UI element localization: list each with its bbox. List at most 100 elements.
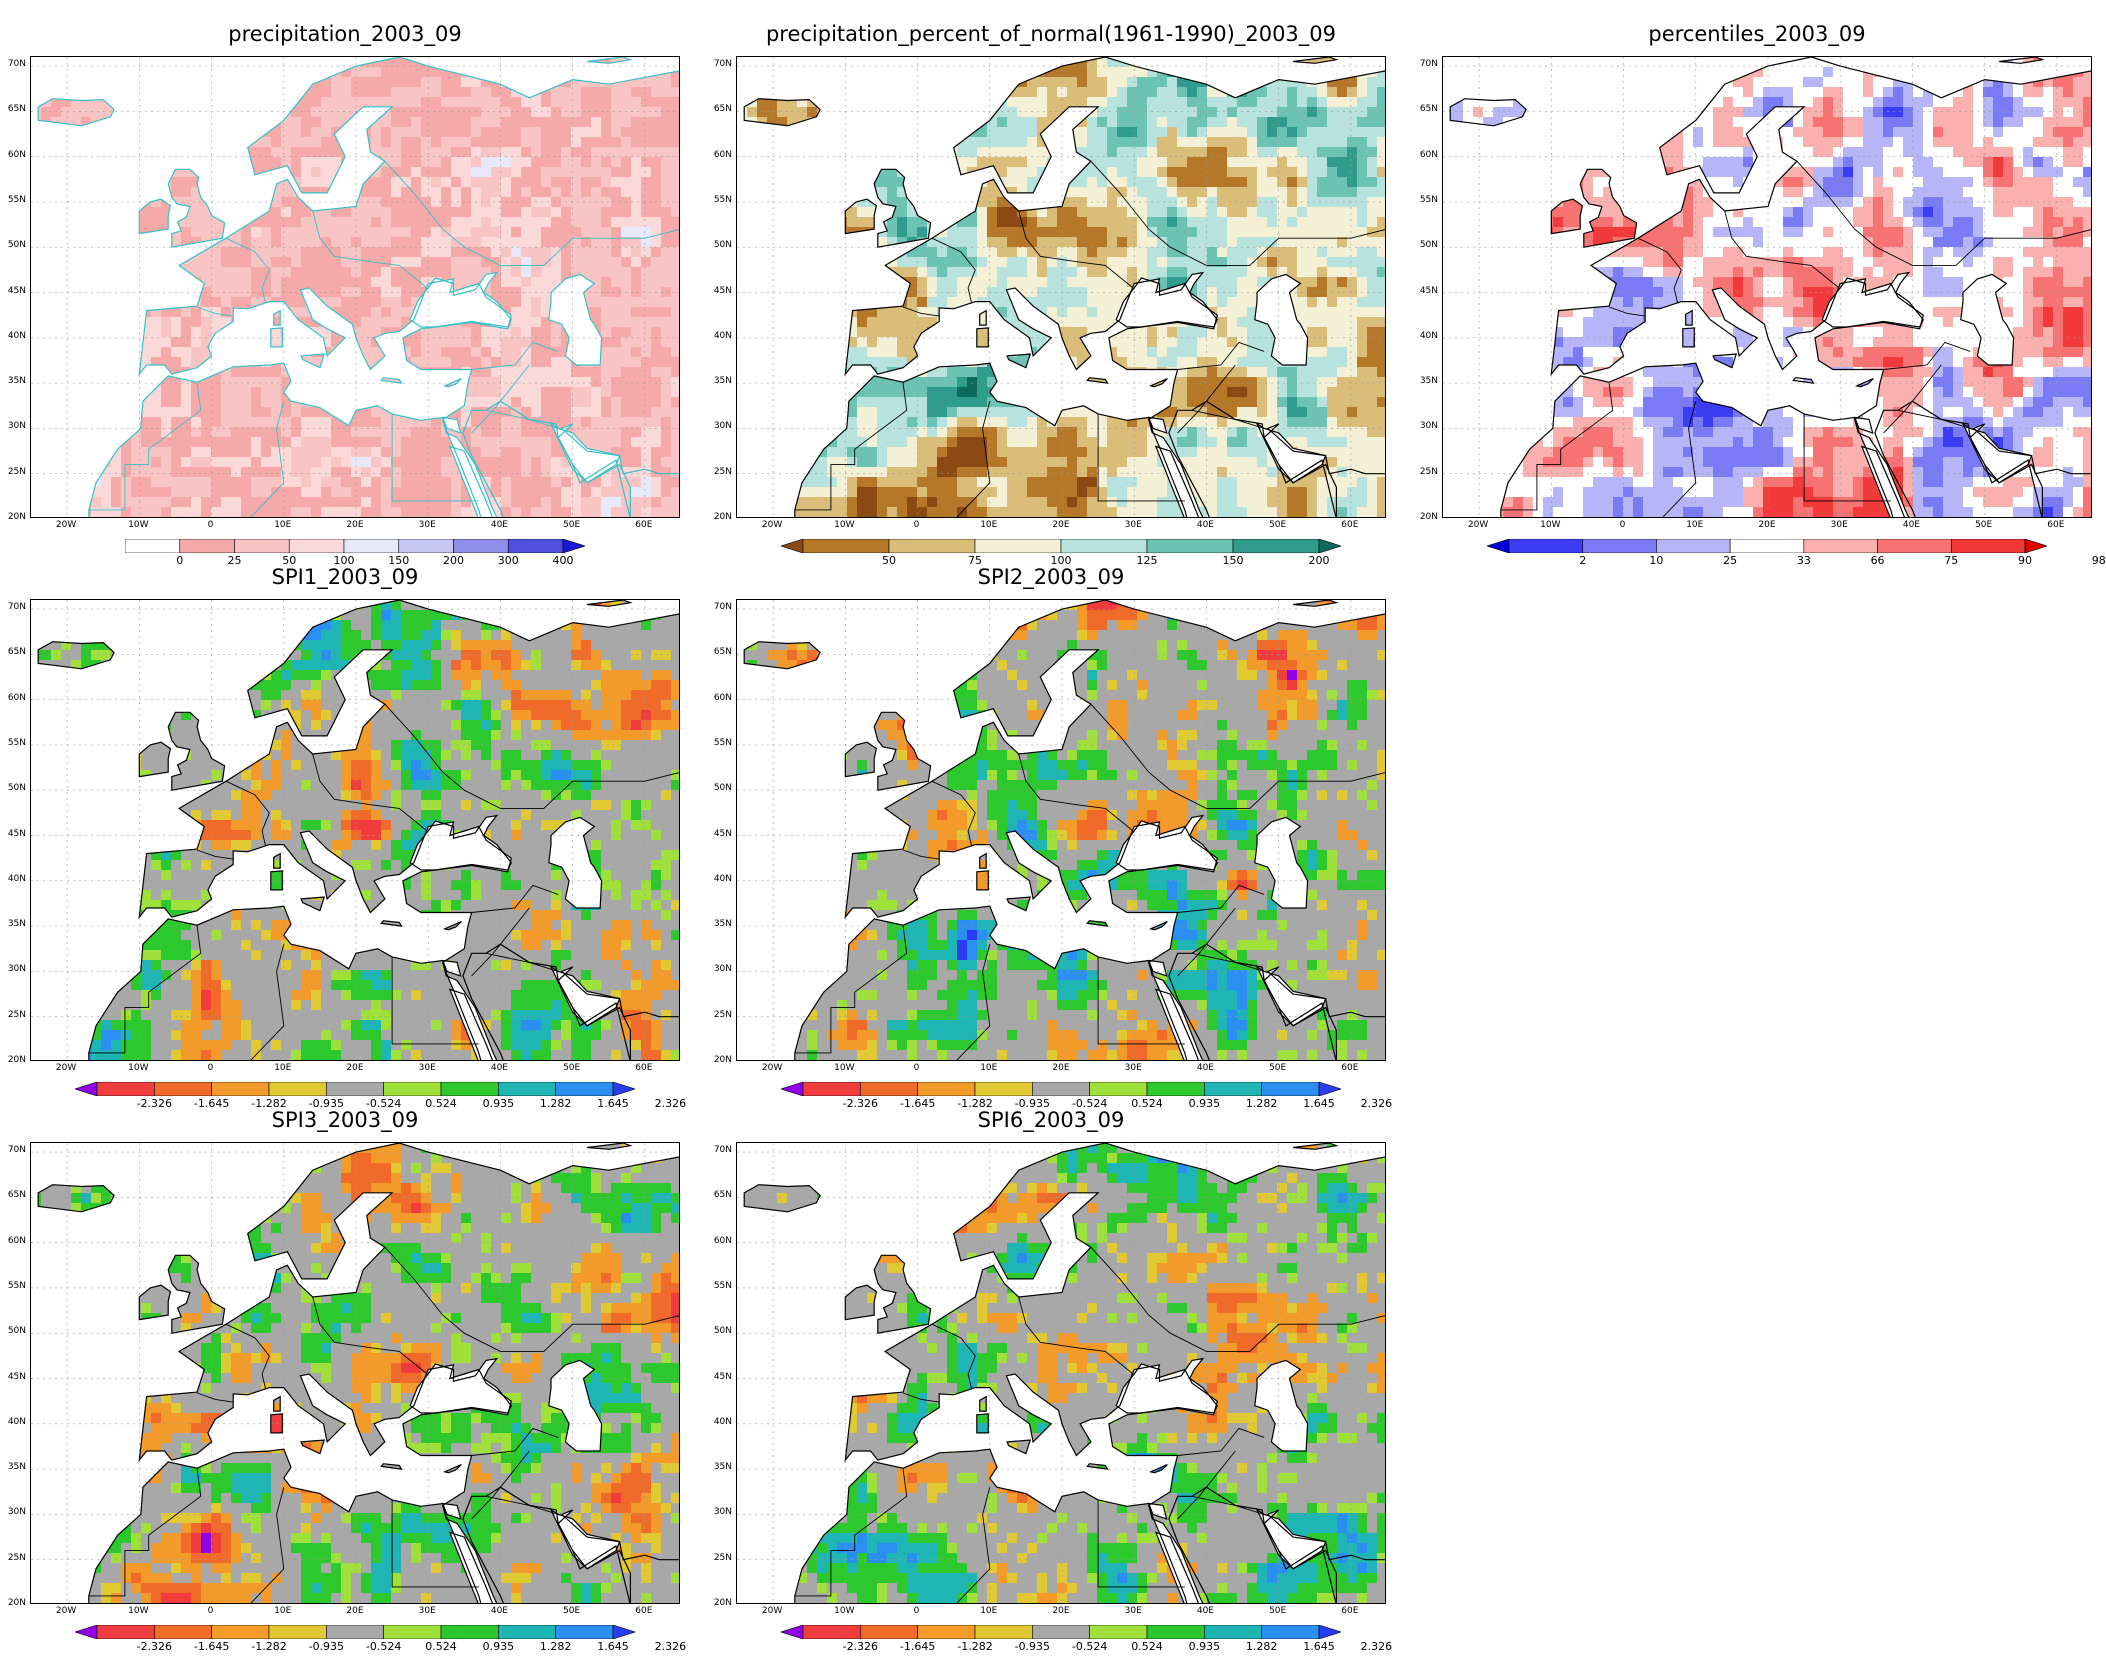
- lon-tick-label: 10W: [829, 1063, 859, 1073]
- lat-tick-label: 45N: [6, 829, 26, 839]
- lon-tick-label: 20E: [340, 1063, 370, 1073]
- lat-tick-label: 50N: [712, 783, 732, 793]
- lon-tick-label: 50E: [1263, 520, 1293, 530]
- colorbar-arrow-high: [1319, 1625, 1341, 1639]
- lat-tick-label: 55N: [6, 738, 26, 748]
- map-area: [30, 56, 680, 518]
- colorbar-label: 66: [1853, 554, 1903, 567]
- colorbar-swatch: [454, 539, 509, 553]
- lon-tick-label: 20E: [1046, 1063, 1076, 1073]
- lat-tick-label: 20N: [6, 1598, 26, 1608]
- colorbar-label: 1.282: [1237, 1640, 1287, 1653]
- lon-tick-label: 40E: [1896, 520, 1926, 530]
- panel-title: SPI6_2003_09: [706, 1108, 1396, 1132]
- lon-tick-label: 0: [902, 1063, 932, 1073]
- lat-tick-label: 20N: [712, 1598, 732, 1608]
- lat-tick-label: 70N: [6, 602, 26, 612]
- lat-tick-label: 55N: [6, 1281, 26, 1291]
- lat-tick-label: 50N: [712, 240, 732, 250]
- lon-tick-label: 20W: [51, 1606, 81, 1616]
- map-area: [30, 599, 680, 1061]
- lon-tick-label: 60E: [629, 1063, 659, 1073]
- lat-tick-label: 70N: [712, 59, 732, 69]
- panel-title: SPI1_2003_09: [0, 565, 690, 589]
- colorbar-svg: [1487, 539, 2047, 553]
- lat-tick-label: 30N: [1418, 421, 1438, 431]
- colorbar-label: -0.524: [1065, 1640, 1115, 1653]
- colorbar-label: 0.524: [416, 1640, 466, 1653]
- lat-tick-label: 70N: [712, 602, 732, 612]
- panel-percent-of-normal: precipitation_percent_of_normal(1961-199…: [706, 22, 1396, 542]
- colorbar-label: 2.326: [1351, 1640, 1401, 1653]
- lon-tick-label: 50E: [1263, 1606, 1293, 1616]
- colorbar-swatch: [498, 1625, 555, 1639]
- colorbar-label: -2.326: [129, 1640, 179, 1653]
- colorbar-label: -2.326: [835, 1640, 885, 1653]
- lon-tick-label: 60E: [629, 520, 659, 530]
- colorbar-swatch: [441, 1625, 498, 1639]
- colorbar-swatch: [975, 539, 1061, 553]
- colorbar-label: 2: [1558, 554, 1608, 567]
- lat-tick-label: 20N: [1418, 512, 1438, 522]
- colorbar-swatch: [1032, 1082, 1089, 1096]
- colorbar-label: -0.524: [359, 1640, 409, 1653]
- colorbar-swatch: [1656, 539, 1730, 553]
- lon-tick-label: 0: [196, 1606, 226, 1616]
- lat-tick-label: 65N: [1418, 104, 1438, 114]
- lat-tick-label: 60N: [712, 1236, 732, 1246]
- lon-tick-label: 10E: [1680, 520, 1710, 530]
- lon-tick-label: 10E: [268, 1063, 298, 1073]
- panel-title: SPI2_2003_09: [706, 565, 1396, 589]
- lon-tick-label: 10W: [123, 1063, 153, 1073]
- lat-tick-label: 60N: [712, 693, 732, 703]
- lat-tick-label: 25N: [6, 1010, 26, 1020]
- colorbar-label: 0.935: [473, 1640, 523, 1653]
- colorbar-swatch: [97, 1625, 154, 1639]
- lat-tick-label: 30N: [712, 964, 732, 974]
- lat-tick-label: 60N: [712, 150, 732, 160]
- colorbar-label: 0.524: [1122, 1640, 1172, 1653]
- colorbar-arrow-low: [781, 1082, 803, 1096]
- colorbar-swatch: [125, 539, 180, 553]
- map-area: [736, 56, 1386, 518]
- colorbar-label: -1.645: [187, 1640, 237, 1653]
- lat-tick-label: 50N: [1418, 240, 1438, 250]
- colorbar-swatch: [1951, 539, 2025, 553]
- lat-tick-label: 35N: [6, 1462, 26, 1472]
- lon-tick-label: 40E: [1190, 1063, 1220, 1073]
- lat-tick-label: 40N: [712, 874, 732, 884]
- colorbar-swatch: [556, 1082, 613, 1096]
- lat-tick-label: 30N: [712, 421, 732, 431]
- lon-tick-label: 10E: [974, 1606, 1004, 1616]
- lat-tick-label: 45N: [712, 1372, 732, 1382]
- lon-tick-label: 30E: [1824, 520, 1854, 530]
- lat-tick-label: 60N: [6, 693, 26, 703]
- lat-tick-label: 35N: [1418, 376, 1438, 386]
- lat-tick-label: 40N: [712, 331, 732, 341]
- lat-tick-label: 50N: [6, 240, 26, 250]
- colorbar-swatch: [498, 1082, 555, 1096]
- colorbar-label: 75: [1926, 554, 1976, 567]
- map-canvas: [1443, 57, 2092, 518]
- colorbar-arrow-low: [781, 1625, 803, 1639]
- lon-tick-label: 50E: [557, 520, 587, 530]
- colorbar-swatch: [1090, 1625, 1147, 1639]
- lat-tick-label: 40N: [712, 1417, 732, 1427]
- lon-tick-label: 50E: [557, 1063, 587, 1073]
- colorbar-swatch: [1583, 539, 1657, 553]
- panel-title: SPI3_2003_09: [0, 1108, 690, 1132]
- map-canvas: [31, 600, 680, 1061]
- map-area: [736, 599, 1386, 1061]
- lat-tick-label: 55N: [6, 195, 26, 205]
- lon-tick-label: 0: [196, 1063, 226, 1073]
- colorbar-swatch: [326, 1082, 383, 1096]
- colorbar-swatch: [803, 1625, 860, 1639]
- lat-tick-label: 70N: [1418, 59, 1438, 69]
- lat-tick-label: 35N: [6, 376, 26, 386]
- lon-tick-label: 30E: [412, 1063, 442, 1073]
- lon-tick-label: 10W: [123, 520, 153, 530]
- lat-tick-label: 65N: [712, 104, 732, 114]
